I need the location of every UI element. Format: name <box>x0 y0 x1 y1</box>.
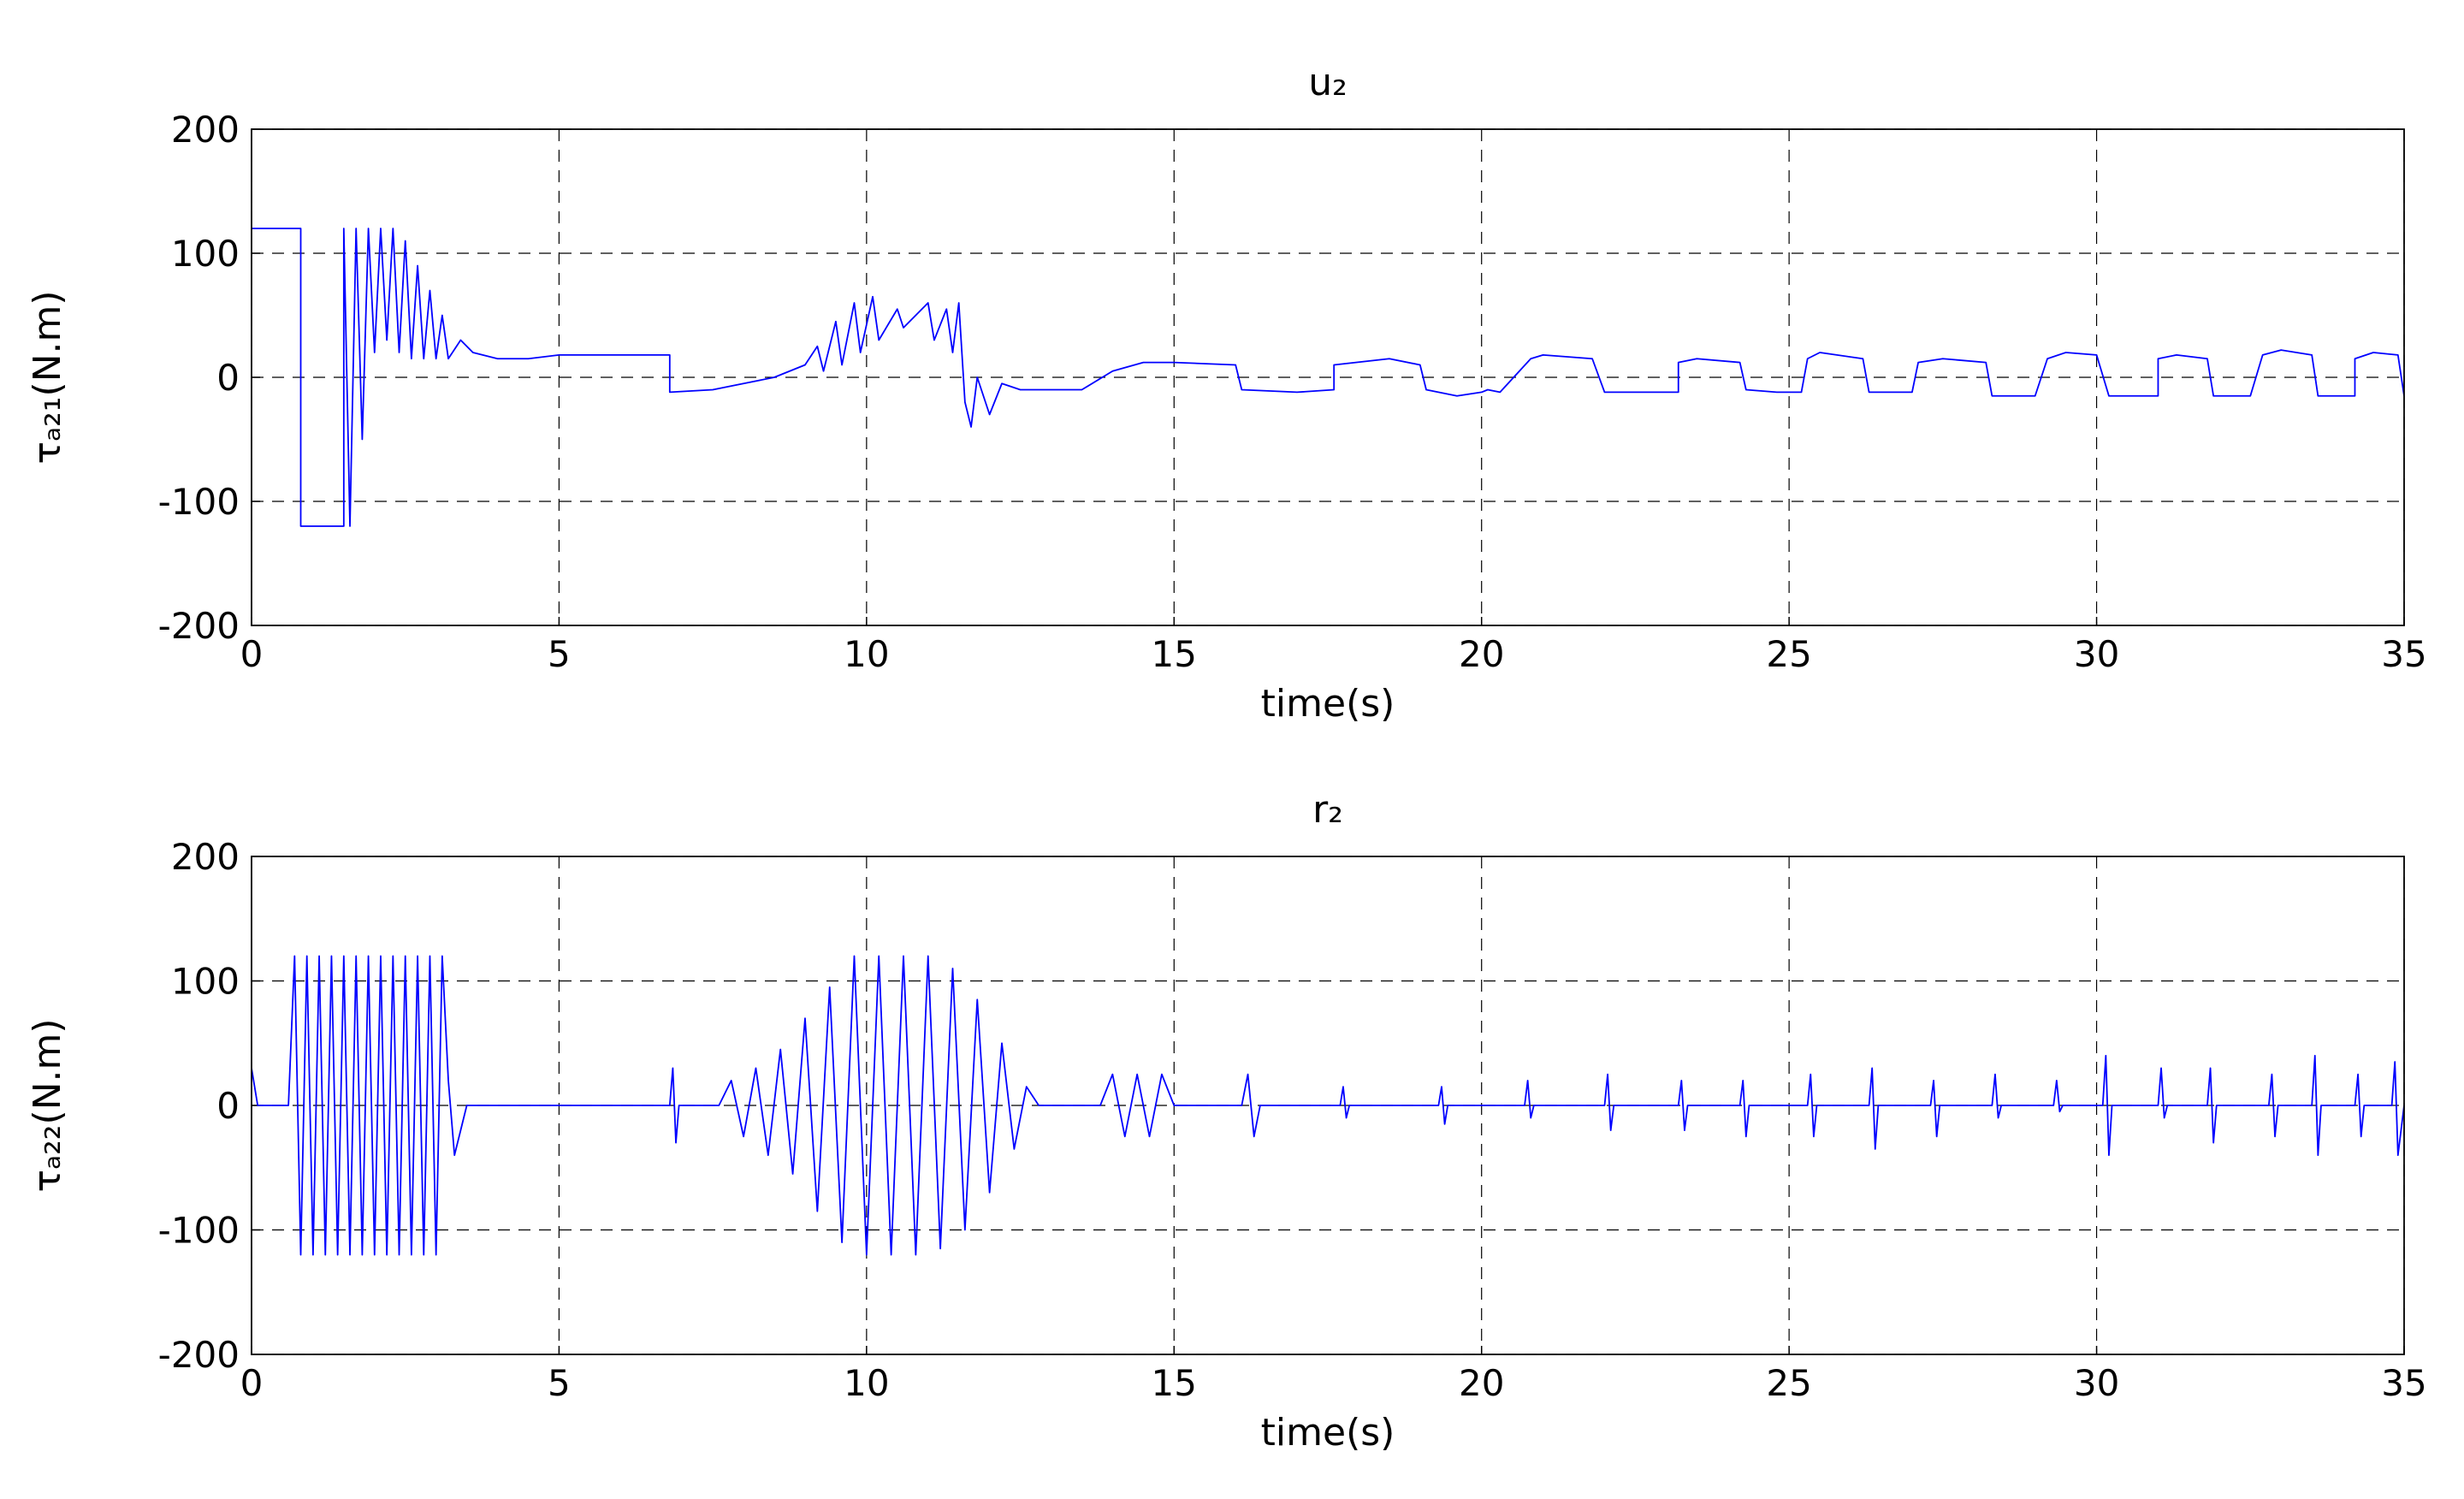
axes-box <box>251 856 2405 1355</box>
y-tick-label: 100 <box>171 233 240 275</box>
y-tick-label: -100 <box>158 1210 240 1252</box>
x-tick-label: 30 <box>2074 633 2119 675</box>
x-tick-label: 35 <box>2381 633 2426 675</box>
x-tick-label: 10 <box>844 633 889 675</box>
y-tick-label: 0 <box>216 1085 240 1127</box>
x-axis-label: time(s) <box>1261 682 1395 726</box>
x-tick-label: 15 <box>1152 633 1197 675</box>
subplot: 0 5 10 15 20 25 30 35 -200 -100 0 100 200 u₂ time(s) τₐ… <box>26 61 2427 726</box>
x-tick-label: 10 <box>844 1362 889 1404</box>
x-tick-label: 30 <box>2074 1362 2119 1404</box>
y-axis-label: τₐ₂₂(N.m) <box>26 1018 69 1192</box>
chart-title: u₂ <box>1308 61 1348 104</box>
y-tick-label: -200 <box>158 1334 240 1376</box>
subplot: 0 5 10 15 20 25 30 35 -200 -100 0 100 200 r₂ time(s) τₐ… <box>26 788 2427 1455</box>
x-tick-label: 5 <box>548 633 571 675</box>
y-tick-label: 0 <box>216 357 240 399</box>
y-tick-label: -200 <box>158 605 240 647</box>
x-tick-label: 0 <box>240 1362 264 1404</box>
x-tick-label: 35 <box>2381 1362 2426 1404</box>
data-line <box>252 955 2404 1256</box>
x-axis-label: time(s) <box>1261 1411 1395 1455</box>
data-line <box>252 228 2404 527</box>
y-tick-label: 200 <box>171 836 240 878</box>
axes-box <box>251 128 2405 626</box>
y-tick-label: -100 <box>158 481 240 523</box>
x-tick-label: 25 <box>1766 1362 1811 1404</box>
x-tick-label: 5 <box>548 1362 571 1404</box>
chart-title: r₂ <box>1312 788 1343 832</box>
y-axis-label: τₐ₂₁(N.m) <box>26 290 69 464</box>
data-layer <box>252 955 2404 1256</box>
x-tick-label: 25 <box>1766 633 1811 675</box>
y-tick-label: 100 <box>171 961 240 1003</box>
data-layer <box>252 228 2404 527</box>
y-tick-label: 200 <box>171 109 240 151</box>
x-tick-label: 20 <box>1459 633 1504 675</box>
x-tick-label: 20 <box>1459 1362 1504 1404</box>
x-tick-label: 15 <box>1152 1362 1197 1404</box>
x-tick-label: 0 <box>240 633 264 675</box>
